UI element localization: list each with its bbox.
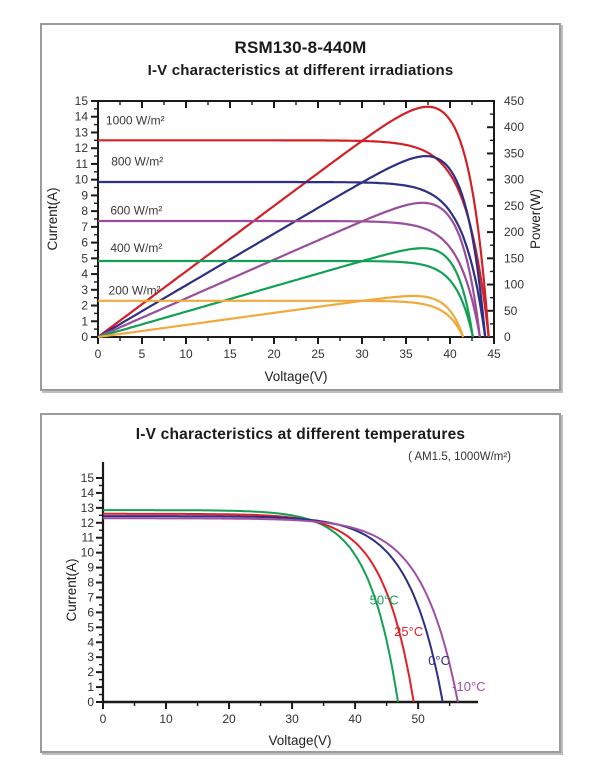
temperature-chart-title: I-V characteristics at different tempera… (135, 426, 466, 443)
y-tick-label: 7 (87, 590, 94, 604)
temperature-label-3: -10°C (452, 679, 485, 694)
irradiation-chart: 0 5 10 15 20 25 30 35 40 450123456789101112131415… (45, 94, 543, 384)
x-tick-label: 30 (355, 347, 369, 361)
pv-curve-3 (97, 247, 474, 339)
irradiance-label-3: 400 W/m² (110, 241, 162, 255)
x-tick-label: 25 (311, 347, 325, 361)
y-tick-label: 11 (76, 157, 89, 171)
x-tick-label: 20 (267, 347, 281, 361)
y-tick-label: 0 (81, 330, 88, 344)
temperature-panel: 0 1 2 3 4 5 6 7 8 9 10 11 12 13 14 15 0 10 20 30 40 50 Voltage… (40, 413, 561, 753)
y-tick-label: 12 (75, 141, 89, 155)
y2-tick-label: 300 (504, 173, 524, 187)
iv-curve-3 (103, 517, 459, 703)
pv-curve-1 (97, 155, 487, 338)
y-tick-label: 13 (75, 125, 89, 139)
y2-tick-label: 450 (504, 94, 524, 108)
y-tick-label: 13 (81, 501, 95, 515)
y-tick-label: 5 (81, 251, 88, 265)
iv-curve-2 (98, 219, 481, 338)
temperature-label-0: 50°C (370, 592, 399, 607)
iv-curve-3 (98, 259, 474, 338)
x-tick-label: 20 (222, 712, 236, 726)
iv-curve-2 (103, 515, 444, 703)
x-axis-label: Voltage(V) (268, 733, 331, 748)
y-axis-label: Current(A) (64, 558, 79, 621)
y-tick-label: 14 (75, 110, 89, 124)
y-tick-label: 0 (87, 695, 94, 709)
y-tick-label: 10 (81, 546, 95, 560)
x-tick-label: 0 (95, 347, 102, 361)
y-tick-label: 9 (81, 188, 88, 202)
x-tick-label: 35 (399, 347, 413, 361)
y-tick-label: 2 (87, 665, 94, 679)
iv-curve-1 (103, 512, 415, 703)
iv-curve-4 (98, 299, 465, 338)
irradiance-label-0: 1000 W/m² (106, 114, 165, 128)
y2-tick-label: 150 (504, 251, 524, 265)
x-tick-label: 40 (443, 347, 457, 361)
x-axis-label: Voltage(V) (264, 369, 327, 384)
y-tick-label: 1 (87, 680, 94, 694)
x-tick-label: 40 (348, 712, 362, 726)
y-tick-label: 6 (81, 236, 88, 250)
x-tick-label: 50 (411, 712, 425, 726)
y-tick-label: 12 (81, 516, 95, 530)
model-title: RSM130-8-440M (234, 38, 367, 57)
x-tick-label: 30 (285, 712, 299, 726)
y-tick-label: 15 (75, 94, 89, 108)
irradiation-panel: 0 5 10 15 20 25 30 35 40 45 0 1 2 3 4 5 6 7 8 9 10 11 12 13 14 15… (40, 23, 561, 391)
y2-tick-label: 200 (504, 225, 524, 239)
y2-axis-label: Power(W) (528, 189, 543, 249)
y2-tick-label: 50 (504, 304, 518, 318)
temperature-label-2: 0°C (428, 653, 450, 668)
irradiance-label-4: 200 W/m² (109, 284, 161, 298)
y-tick-label: 15 (81, 471, 95, 485)
irradiation-chart-title: I-V characteristics at different irradia… (147, 62, 454, 79)
x-tick-label: 5 (139, 347, 146, 361)
y-axis-label: Current(A) (45, 187, 60, 250)
irradiance-label-1: 800 W/m² (111, 155, 163, 169)
x-tick-label: 10 (159, 712, 173, 726)
y-tick-label: 9 (87, 561, 94, 575)
y-tick-label: 3 (81, 283, 88, 297)
y-tick-label: 7 (81, 220, 88, 234)
y-tick-label: 6 (87, 605, 94, 619)
y-tick-label: 3 (87, 650, 94, 664)
y-tick-label: 11 (82, 531, 95, 545)
iv-curve-0 (98, 139, 490, 338)
temperature-label-1: 25°C (394, 624, 423, 639)
y-tick-label: 10 (75, 173, 89, 187)
y2-tick-label: 100 (504, 278, 524, 292)
y-tick-label: 5 (87, 620, 94, 634)
x-tick-label: 10 (179, 347, 193, 361)
y2-tick-label: 400 (504, 120, 524, 134)
y-tick-label: 14 (81, 486, 95, 500)
y-tick-label: 4 (81, 267, 88, 281)
pv-curve-2 (97, 201, 481, 339)
x-tick-label: 0 (100, 712, 107, 726)
iv-curve-0 (103, 509, 399, 703)
y2-tick-label: 350 (504, 146, 524, 160)
pv-curve-0 (97, 105, 490, 338)
y-tick-label: 4 (87, 635, 94, 649)
y-tick-label: 8 (81, 204, 88, 218)
y-tick-label: 8 (87, 576, 94, 590)
y2-tick-label: 250 (504, 199, 524, 213)
y-tick-label: 1 (81, 314, 88, 328)
iv-curve-1 (98, 180, 487, 338)
pv-curve-4 (97, 294, 465, 339)
irradiance-label-2: 600 W/m² (110, 203, 162, 217)
y2-tick-label: 0 (504, 330, 511, 344)
y-tick-label: 2 (81, 299, 88, 313)
x-tick-label: 15 (223, 347, 237, 361)
x-tick-label: 45 (487, 347, 501, 361)
test-conditions: ( AM1.5, 1000W/m²) (408, 451, 511, 463)
